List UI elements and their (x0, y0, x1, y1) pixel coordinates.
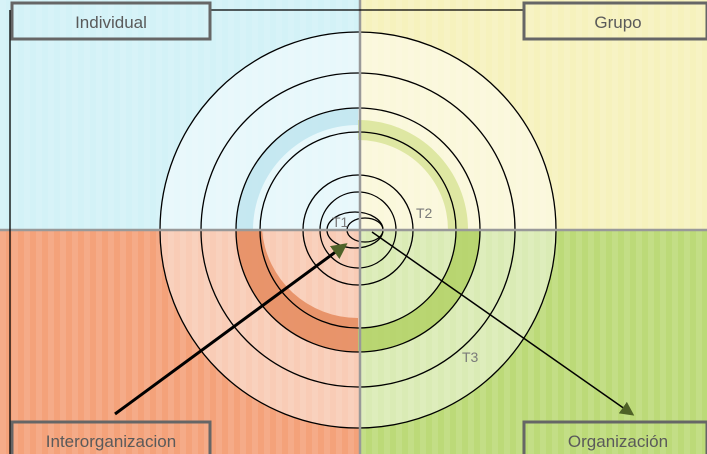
ring-label-t2: T2 (416, 205, 433, 221)
arrow-interorganizacion (114, 243, 348, 416)
arrows (114, 231, 635, 416)
ring-label-t1: T1 (332, 214, 349, 230)
quadrant-labels: Individual Grupo Interorganizacion Organ… (10, 1, 707, 454)
spiral-bands (236, 108, 480, 352)
label-organizacion: Organización (568, 432, 668, 451)
label-box-individual (10, 1, 212, 41)
label-interorganizacion: Interorganizacion (46, 432, 176, 451)
label-box-interorganizacion (10, 420, 212, 454)
label-individual: Individual (75, 13, 147, 32)
label-grupo: Grupo (594, 13, 641, 32)
ring-labels: T1 T2 T3 (332, 205, 479, 365)
label-box-grupo (522, 1, 707, 41)
label-box-organizacion (522, 420, 707, 454)
arrow-organizacion (371, 231, 635, 416)
ring-label-t3: T3 (462, 349, 479, 365)
